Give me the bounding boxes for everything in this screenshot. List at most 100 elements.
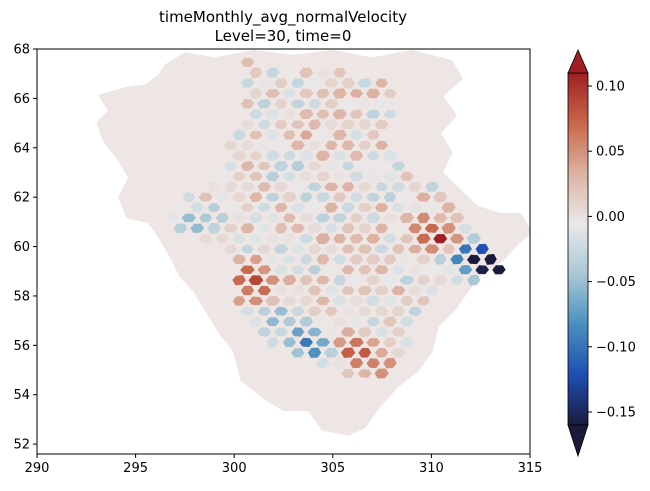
mesh-cell xyxy=(475,265,489,275)
mesh-cell xyxy=(341,77,355,89)
mesh-cell xyxy=(224,181,238,193)
mesh-cell xyxy=(341,99,355,109)
mesh-cell xyxy=(290,161,305,171)
mesh-cell xyxy=(382,150,398,162)
mesh-cell xyxy=(190,223,205,233)
mesh-cell xyxy=(291,306,305,316)
mesh-cell xyxy=(232,192,247,202)
mesh-cell xyxy=(332,358,347,368)
mesh-cell xyxy=(274,327,289,337)
mesh-cell xyxy=(291,348,305,358)
mesh-cell xyxy=(299,192,313,202)
mesh-cell xyxy=(283,130,296,140)
plot-frame xyxy=(36,48,531,455)
mesh-cell xyxy=(333,275,347,286)
mesh-cell xyxy=(416,233,431,244)
mesh-cell xyxy=(349,338,364,347)
y-tick-label: 54 xyxy=(13,388,30,403)
y-tick-label: 64 xyxy=(13,141,30,156)
mesh-cell xyxy=(375,182,388,192)
mesh-background xyxy=(96,50,530,436)
mesh-cell xyxy=(283,67,296,79)
mesh-cell xyxy=(241,140,254,151)
mesh-cell xyxy=(241,203,254,212)
mesh-cell xyxy=(324,78,339,88)
colorbar-tick-label: 0.05 xyxy=(596,145,625,160)
mesh-cell xyxy=(383,254,397,265)
mesh-cell xyxy=(315,171,330,182)
mesh-cell xyxy=(358,119,372,130)
mesh-cell xyxy=(283,109,296,120)
mesh-cell xyxy=(257,140,272,151)
x-tick-label: 305 xyxy=(320,461,345,476)
colorbar-extend-max xyxy=(567,48,589,74)
mesh-cell xyxy=(341,368,355,379)
mesh-cell xyxy=(340,347,356,358)
mesh-cell xyxy=(316,275,330,285)
mesh-cell xyxy=(442,244,455,254)
mesh-cell xyxy=(265,130,280,140)
mesh-cell xyxy=(357,161,373,171)
mesh-cell xyxy=(307,161,322,171)
mesh-cell xyxy=(265,150,280,161)
mesh-cell xyxy=(274,286,288,295)
mesh-cell xyxy=(400,234,414,244)
mesh-cell xyxy=(441,202,456,213)
mesh-cell xyxy=(232,275,246,286)
mesh-cell xyxy=(341,286,355,295)
mesh-cell xyxy=(240,182,255,192)
mesh-cell xyxy=(232,130,246,140)
mesh-cell xyxy=(299,316,313,327)
mesh-cell xyxy=(249,130,263,140)
mesh-cell xyxy=(425,265,439,275)
mesh-cell xyxy=(341,265,355,275)
mesh-cell xyxy=(408,202,423,213)
x-tick-label: 295 xyxy=(123,461,148,476)
mesh-cell xyxy=(332,151,347,161)
mesh-cell xyxy=(174,202,187,213)
mesh-cell xyxy=(274,264,289,275)
chart-title: timeMonthly_avg_normalVelocity xyxy=(159,8,407,27)
mesh-cell xyxy=(325,140,338,150)
mesh-cell xyxy=(308,265,322,275)
mesh-cell xyxy=(366,151,380,161)
mesh-cell xyxy=(349,150,364,161)
mesh-cell xyxy=(433,213,448,223)
chart-subtitle: Level=30, time=0 xyxy=(215,27,352,45)
mesh-cell xyxy=(241,244,254,254)
mesh-cell xyxy=(308,98,321,109)
mesh-cell xyxy=(215,213,229,223)
mesh-cell xyxy=(449,212,465,224)
mesh-cell xyxy=(240,161,255,171)
mesh-cell xyxy=(249,233,263,244)
mesh-cell xyxy=(366,358,380,369)
mesh-cell xyxy=(350,316,363,327)
mesh-cell xyxy=(324,99,339,109)
mesh-cell xyxy=(273,161,289,172)
mesh-cell xyxy=(215,234,230,244)
mesh-cell xyxy=(492,265,506,275)
colorbar-gradient xyxy=(567,72,589,426)
mesh-cell xyxy=(391,182,406,192)
mesh-cell xyxy=(266,337,279,348)
mesh-cell xyxy=(341,202,355,213)
mesh-cell xyxy=(349,171,364,182)
mesh-cell xyxy=(358,265,372,275)
mesh-cell xyxy=(316,67,330,78)
mesh-cell xyxy=(257,223,271,233)
mesh-cell xyxy=(383,89,397,98)
mesh-cell xyxy=(316,358,330,369)
mesh-cell xyxy=(190,202,204,213)
mesh-cell xyxy=(333,192,347,202)
mesh-cell xyxy=(400,254,413,265)
mesh-cell xyxy=(308,244,321,254)
mesh-cell xyxy=(265,67,280,78)
mesh-cell xyxy=(400,192,414,203)
mesh-cell xyxy=(241,98,254,109)
mesh-cell xyxy=(215,171,230,182)
mesh-cell xyxy=(374,161,389,171)
colorbar-tick-label: −0.10 xyxy=(596,340,636,355)
mesh-cell xyxy=(173,223,188,234)
mesh-cell xyxy=(291,182,305,192)
mesh-cell xyxy=(392,223,405,234)
